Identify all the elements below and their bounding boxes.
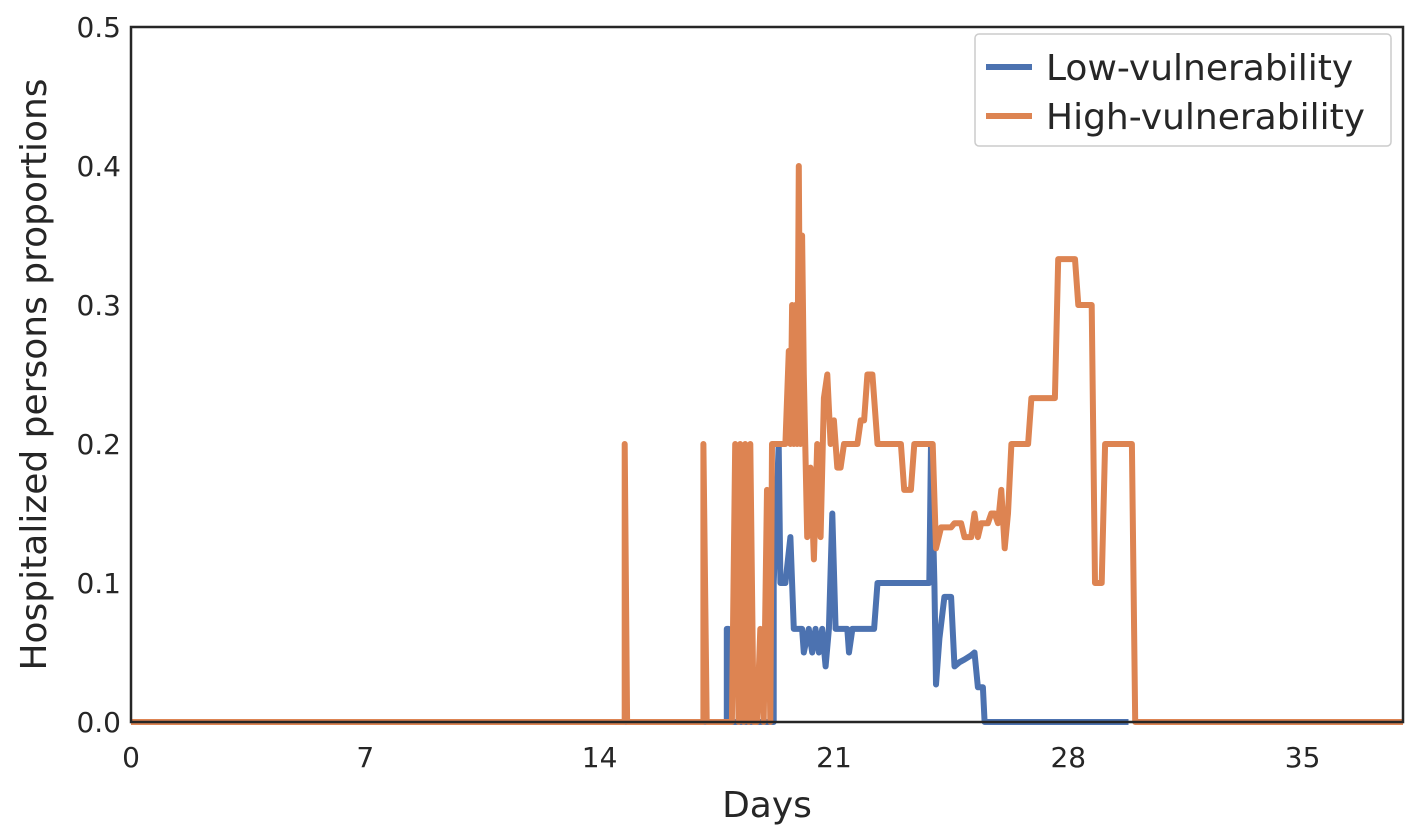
- legend-box: [974, 33, 1392, 147]
- x-tick-label: 28: [1050, 741, 1086, 774]
- x-tick-label: 7: [356, 741, 374, 774]
- y-tick-label: 0.4: [76, 150, 121, 183]
- x-tick-label: 21: [816, 741, 852, 774]
- plot-frame: [129, 25, 1405, 724]
- series-lines: [131, 163, 1403, 725]
- y-tick-label: 0.5: [76, 11, 121, 44]
- x-axis: 0 7 14 21 28 35: [122, 741, 1320, 774]
- y-tick-label: 0.2: [76, 428, 121, 461]
- x-tick-label: 14: [582, 741, 618, 774]
- y-tick-label: 0.0: [76, 706, 121, 739]
- y-axis-label: Hospitalized persons proportions: [14, 78, 55, 670]
- y-tick-label: 0.3: [76, 289, 121, 322]
- legend-label-low-vulnerability: Low-vulnerability: [1046, 48, 1353, 89]
- series-line-high-vulnerability: [131, 163, 1403, 725]
- y-tick-label: 0.1: [76, 567, 121, 600]
- legend: Low-vulnerability High-vulnerability: [974, 33, 1392, 147]
- x-tick-label: 0: [122, 741, 140, 774]
- y-axis: 0.0 0.1 0.2 0.3 0.4 0.5: [76, 11, 121, 739]
- series-line-low-vulnerability: [131, 441, 1129, 725]
- x-axis-label: Days: [722, 785, 812, 826]
- x-tick-label: 35: [1285, 741, 1321, 774]
- legend-label-high-vulnerability: High-vulnerability: [1046, 97, 1365, 138]
